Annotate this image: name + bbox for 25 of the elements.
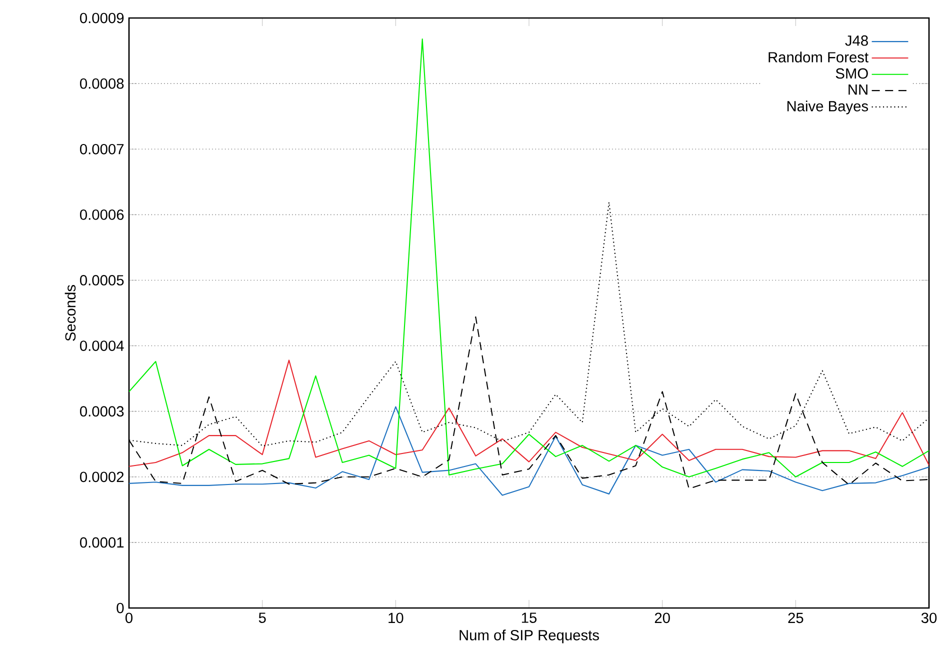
x-tick-label: 15 [522,612,537,623]
line-series [129,406,930,496]
x-tick-label: 5 [258,612,266,623]
legend-label: J48 [845,35,868,46]
y-tick-label: 0.0009 [80,12,124,24]
y-tick-label: 0 [116,602,124,614]
y-axis-title: Seconds [64,285,76,341]
x-tick-label: 25 [788,612,804,624]
y-tick-label: 0.0003 [80,406,124,417]
y-tick-label: 0.0005 [80,275,124,286]
legend-label: SMO [836,68,868,79]
y-tick-label: 0.0007 [80,144,124,154]
x-tick-label: 20 [654,612,670,624]
x-axis-title: Num of SIP Requests [460,630,599,644]
legend-label: Random Forest [768,52,868,62]
x-tick-label: 0 [125,612,132,624]
x-tick-label: 30 [921,612,937,624]
x-tick-label: 10 [388,612,404,624]
legend-label: NN [848,84,868,95]
y-tick-label: 0.0006 [80,210,124,220]
legend-label: Naive Bayes [787,100,868,114]
y-tick-label: 0.0002 [80,472,124,482]
y-tick-label: 0.0001 [80,537,124,548]
y-tick-label: 0.0008 [80,78,124,89]
y-tick-label: 0.0004 [80,340,124,351]
